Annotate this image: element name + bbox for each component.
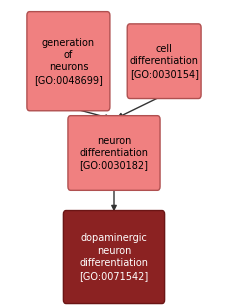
Text: dopaminergic
neuron
differentiation
[GO:0071542]: dopaminergic neuron differentiation [GO:… [79,233,148,281]
Text: neuron
differentiation
[GO:0030182]: neuron differentiation [GO:0030182] [79,136,148,170]
Text: cell
differentiation
[GO:0030154]: cell differentiation [GO:0030154] [129,44,198,79]
FancyBboxPatch shape [27,12,109,111]
Text: generation
of
neurons
[GO:0048699]: generation of neurons [GO:0048699] [34,38,102,85]
FancyBboxPatch shape [63,211,164,304]
FancyBboxPatch shape [127,24,200,99]
FancyBboxPatch shape [68,116,159,190]
